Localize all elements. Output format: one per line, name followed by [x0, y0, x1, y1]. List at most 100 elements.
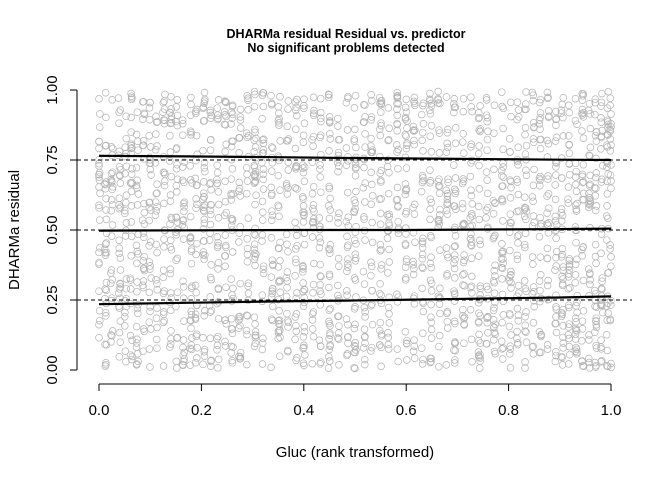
residual-point — [597, 230, 606, 238]
residual-point — [214, 364, 222, 372]
residual-point — [537, 348, 545, 357]
residual-point — [153, 279, 161, 288]
residual-point — [591, 240, 600, 249]
residual-point — [411, 238, 419, 246]
residual-point — [342, 144, 351, 152]
residual-point — [451, 124, 460, 132]
residual-point — [460, 256, 468, 265]
residual-point — [418, 250, 427, 259]
residual-point — [498, 264, 507, 272]
residual-point — [403, 117, 411, 125]
residual-point — [384, 329, 392, 337]
residual-point — [121, 206, 129, 215]
residual-point — [383, 162, 392, 171]
residual-point — [602, 302, 611, 310]
residual-point — [468, 357, 476, 366]
residual-point — [243, 330, 251, 339]
residual-point — [401, 180, 410, 188]
residual-point — [604, 269, 612, 277]
residual-point — [572, 167, 580, 176]
residual-point — [402, 207, 411, 216]
residual-point — [267, 167, 276, 175]
residual-point — [418, 254, 427, 263]
residual-point — [244, 289, 253, 298]
residual-point — [451, 185, 459, 194]
residual-point — [134, 309, 142, 318]
residual-point — [367, 347, 375, 355]
residual-point — [522, 100, 530, 108]
residual-point — [207, 186, 215, 194]
residual-point — [192, 107, 200, 116]
residual-point — [101, 308, 110, 317]
residual-point — [475, 215, 483, 224]
residual-point — [451, 346, 460, 355]
residual-point — [350, 274, 359, 282]
residual-point — [592, 154, 600, 163]
x-tick-label: 0.2 — [191, 402, 212, 419]
residual-point — [102, 312, 110, 320]
residual-point — [334, 148, 343, 157]
residual-point — [235, 187, 243, 196]
residual-point — [258, 216, 267, 224]
residual-point — [384, 303, 393, 312]
residual-point — [557, 208, 566, 217]
residual-point — [435, 126, 443, 134]
residual-point — [308, 325, 317, 333]
residual-point — [557, 154, 566, 162]
residual-point — [535, 174, 544, 183]
residual-point — [410, 336, 418, 344]
residual-point — [299, 131, 308, 140]
residual-point — [403, 336, 411, 345]
residual-point — [384, 136, 392, 145]
residual-point — [326, 357, 334, 365]
residual-point — [544, 190, 553, 198]
residual-point — [401, 263, 410, 271]
residual-point — [607, 363, 615, 372]
residual-point — [451, 103, 460, 112]
residual-point — [529, 197, 537, 206]
residual-point — [258, 339, 267, 347]
residual-point — [132, 241, 141, 250]
residual-point — [259, 262, 268, 270]
residual-point — [268, 143, 276, 151]
residual-point — [443, 270, 451, 278]
residual-point — [419, 176, 427, 185]
residual-point — [558, 281, 567, 290]
residual-point — [521, 312, 529, 321]
residual-point — [506, 345, 515, 353]
residual-point — [228, 356, 236, 365]
residual-point — [115, 147, 124, 156]
residual-point — [132, 343, 141, 351]
residual-point — [460, 270, 468, 278]
residual-point — [368, 320, 377, 329]
residual-point — [147, 325, 155, 333]
residual-point — [221, 97, 229, 106]
residual-point — [402, 340, 411, 348]
residual-point — [187, 295, 196, 303]
residual-point — [450, 99, 458, 108]
residual-point — [122, 162, 131, 171]
residual-point — [434, 96, 443, 104]
residual-point — [276, 186, 284, 194]
residual-point — [95, 123, 104, 131]
residual-point — [419, 355, 427, 364]
residual-point — [282, 182, 291, 190]
residual-point — [591, 192, 600, 200]
residual-point — [565, 350, 574, 359]
residual-point — [95, 248, 103, 257]
residual-point — [572, 187, 581, 196]
residual-point — [476, 240, 485, 249]
residual-point — [418, 360, 427, 368]
residual-point — [299, 161, 307, 169]
residual-point — [505, 135, 514, 143]
residual-point — [545, 204, 553, 212]
residual-point — [276, 288, 284, 297]
residual-point — [258, 291, 267, 299]
residual-point — [458, 271, 467, 279]
residual-point — [451, 232, 460, 240]
x-tick-label: 0.4 — [293, 402, 314, 419]
residual-point — [384, 189, 393, 198]
residual-point — [139, 257, 148, 265]
residual-point — [109, 144, 117, 153]
residual-point — [586, 269, 594, 277]
